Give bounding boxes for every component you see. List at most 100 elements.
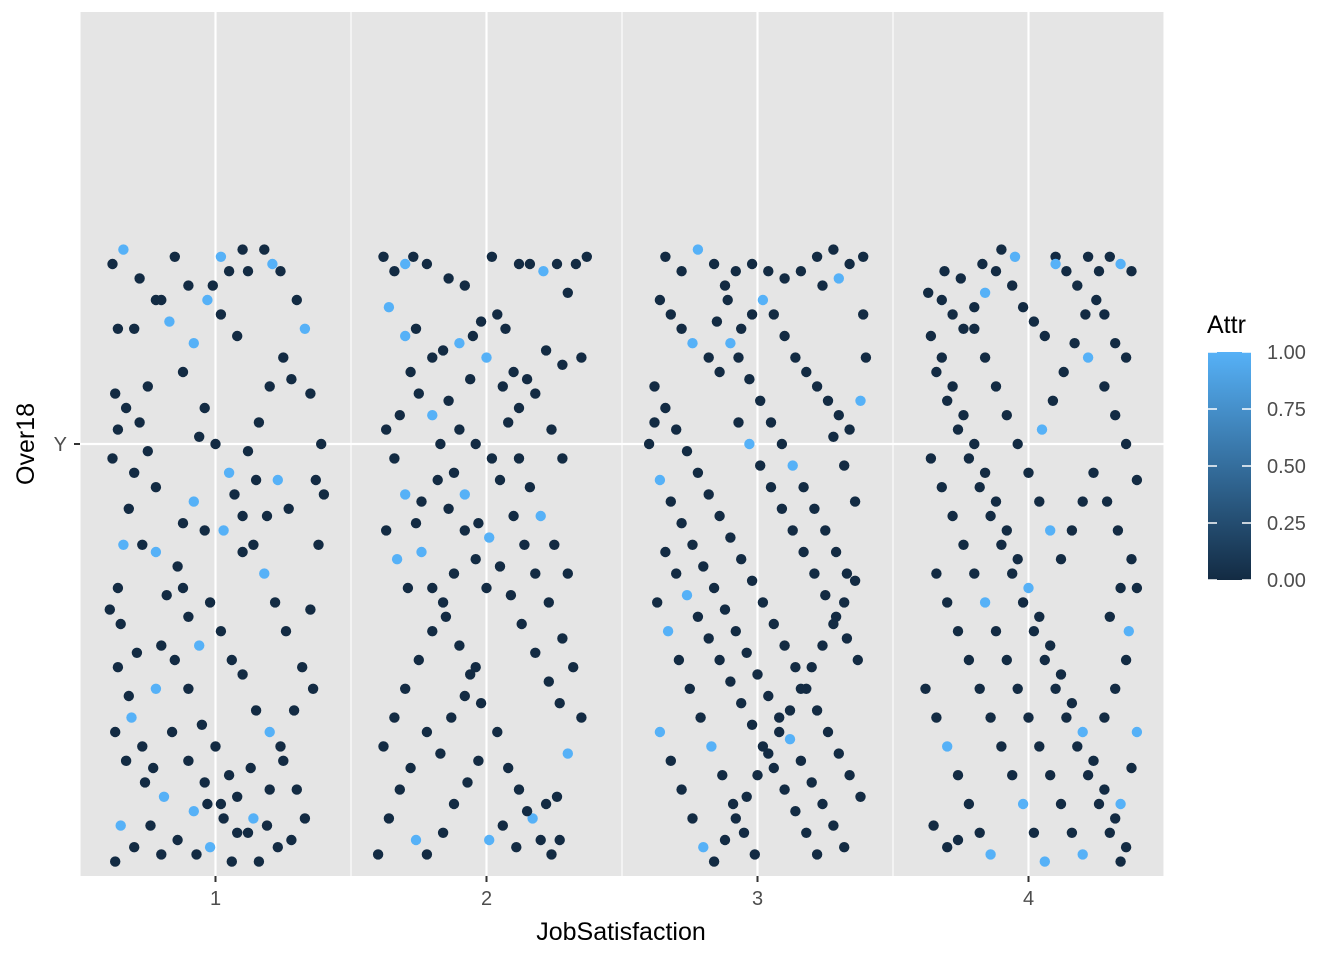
- data-point: [470, 438, 481, 450]
- data-point: [822, 726, 834, 738]
- data-point: [665, 309, 676, 320]
- data-point: [389, 453, 400, 464]
- data-point: [855, 395, 866, 406]
- data-point: [1110, 813, 1121, 824]
- data-point: [110, 726, 121, 738]
- data-point: [662, 626, 674, 637]
- data-point: [473, 755, 484, 766]
- data-point: [210, 438, 221, 450]
- data-point: [765, 482, 777, 493]
- data-point: [1007, 280, 1018, 291]
- data-point: [649, 381, 660, 392]
- data-point: [977, 258, 988, 270]
- data-point: [484, 834, 495, 846]
- data-point: [692, 467, 704, 478]
- data-point: [264, 381, 275, 392]
- data-point: [746, 719, 758, 730]
- data-point: [841, 633, 853, 644]
- data-point: [725, 532, 736, 543]
- data-point: [1066, 525, 1078, 536]
- data-point: [305, 388, 316, 399]
- data-point: [665, 755, 676, 766]
- data-point: [817, 280, 828, 291]
- data-point: [280, 626, 292, 637]
- data-point: [1039, 856, 1051, 867]
- data-point: [719, 834, 731, 846]
- data-point: [524, 258, 536, 270]
- data-point: [1099, 784, 1110, 795]
- data-point: [459, 489, 470, 500]
- data-point: [557, 453, 568, 464]
- data-point: [497, 820, 508, 831]
- data-point: [698, 842, 709, 853]
- data-point: [844, 424, 855, 435]
- data-point: [649, 417, 660, 428]
- data-point: [1115, 798, 1126, 810]
- data-point: [172, 834, 183, 846]
- data-point: [920, 683, 931, 694]
- data-point: [1082, 770, 1094, 781]
- data-point: [250, 705, 262, 716]
- data-point: [1110, 683, 1121, 694]
- data-point: [719, 280, 731, 291]
- data-point: [979, 467, 991, 478]
- data-point: [540, 345, 552, 356]
- data-point: [313, 539, 324, 550]
- data-point: [1123, 626, 1135, 637]
- data-point: [259, 568, 270, 579]
- data-point: [779, 784, 790, 795]
- data-point: [763, 690, 774, 702]
- data-point: [1115, 582, 1126, 594]
- data-point: [427, 352, 438, 363]
- data-point: [540, 798, 552, 810]
- data-point: [676, 518, 687, 529]
- data-point: [530, 647, 541, 658]
- data-point: [381, 525, 392, 536]
- data-point: [188, 496, 199, 507]
- data-point: [581, 251, 592, 262]
- data-point: [828, 431, 839, 442]
- data-point: [427, 582, 438, 594]
- data-point: [681, 446, 693, 457]
- data-point: [958, 410, 969, 421]
- data-point: [939, 266, 950, 277]
- data-point: [736, 698, 747, 709]
- data-point: [790, 806, 801, 817]
- data-point: [150, 546, 162, 558]
- data-point: [1017, 597, 1029, 608]
- data-point: [774, 712, 785, 723]
- data-point: [139, 777, 151, 788]
- data-point: [996, 244, 1007, 255]
- data-point: [237, 669, 248, 680]
- data-point: [427, 626, 438, 637]
- data-point: [110, 856, 121, 867]
- data-point: [410, 518, 422, 529]
- data-point: [722, 294, 733, 306]
- data-point: [123, 503, 134, 514]
- data-point: [1001, 410, 1012, 421]
- data-point: [787, 525, 798, 536]
- data-point: [131, 647, 143, 658]
- data-point: [562, 568, 573, 579]
- data-point: [123, 690, 134, 702]
- data-point: [725, 676, 736, 687]
- data-point: [427, 410, 438, 421]
- legend-break-label: 0.00: [1267, 570, 1306, 592]
- data-point: [706, 741, 717, 752]
- data-point: [820, 590, 831, 601]
- data-point: [844, 258, 855, 270]
- data-point: [1055, 669, 1067, 680]
- data-point: [1039, 654, 1051, 666]
- data-point: [947, 381, 958, 392]
- data-point: [942, 842, 953, 853]
- data-point: [923, 287, 934, 298]
- data-point: [809, 503, 820, 514]
- data-point: [543, 597, 554, 608]
- data-point: [692, 611, 704, 622]
- data-point: [755, 395, 766, 406]
- data-point: [673, 654, 685, 666]
- data-point: [232, 827, 243, 838]
- data-point: [156, 294, 167, 306]
- data-point: [1120, 654, 1132, 666]
- data-point: [928, 820, 939, 831]
